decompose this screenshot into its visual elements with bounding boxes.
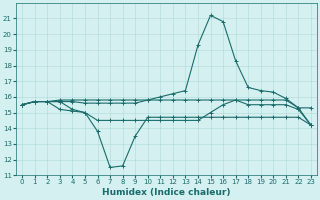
X-axis label: Humidex (Indice chaleur): Humidex (Indice chaleur) bbox=[102, 188, 231, 197]
